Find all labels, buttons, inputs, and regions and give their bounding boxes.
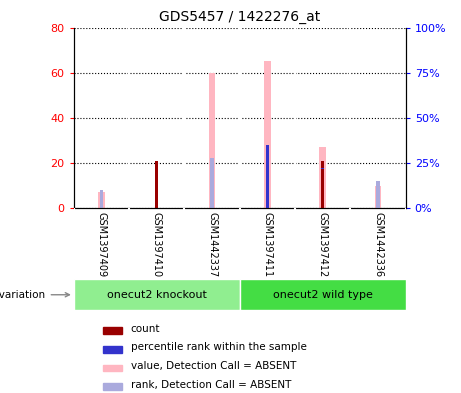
Text: genotype/variation: genotype/variation <box>0 290 70 300</box>
Text: GSM1442336: GSM1442336 <box>373 212 383 277</box>
Bar <box>266 145 269 208</box>
Bar <box>266 145 269 208</box>
Title: GDS5457 / 1422276_at: GDS5457 / 1422276_at <box>159 10 320 24</box>
Text: percentile rank within the sample: percentile rank within the sample <box>131 342 307 353</box>
Text: rank, Detection Call = ABSENT: rank, Detection Call = ABSENT <box>131 380 291 390</box>
Bar <box>321 161 325 208</box>
Bar <box>376 181 380 208</box>
Bar <box>103 383 122 390</box>
Text: GSM1397411: GSM1397411 <box>262 212 272 277</box>
Bar <box>98 193 105 208</box>
Text: value, Detection Call = ABSENT: value, Detection Call = ABSENT <box>131 361 296 371</box>
Bar <box>210 158 214 208</box>
Bar <box>209 73 215 208</box>
Text: GSM1397409: GSM1397409 <box>96 212 106 277</box>
Bar <box>264 61 271 208</box>
Bar <box>319 147 326 208</box>
Bar <box>103 346 122 353</box>
Bar <box>375 185 381 208</box>
Text: GSM1442337: GSM1442337 <box>207 212 217 277</box>
Bar <box>103 365 122 371</box>
Text: GSM1397410: GSM1397410 <box>152 212 162 277</box>
Text: onecut2 wild type: onecut2 wild type <box>273 290 372 300</box>
Text: count: count <box>131 324 160 334</box>
Bar <box>103 327 122 334</box>
Text: GSM1397412: GSM1397412 <box>318 212 328 277</box>
Text: onecut2 knockout: onecut2 knockout <box>107 290 207 300</box>
Bar <box>240 279 406 310</box>
Bar <box>155 161 159 208</box>
Bar <box>74 279 240 310</box>
Bar <box>100 190 103 208</box>
